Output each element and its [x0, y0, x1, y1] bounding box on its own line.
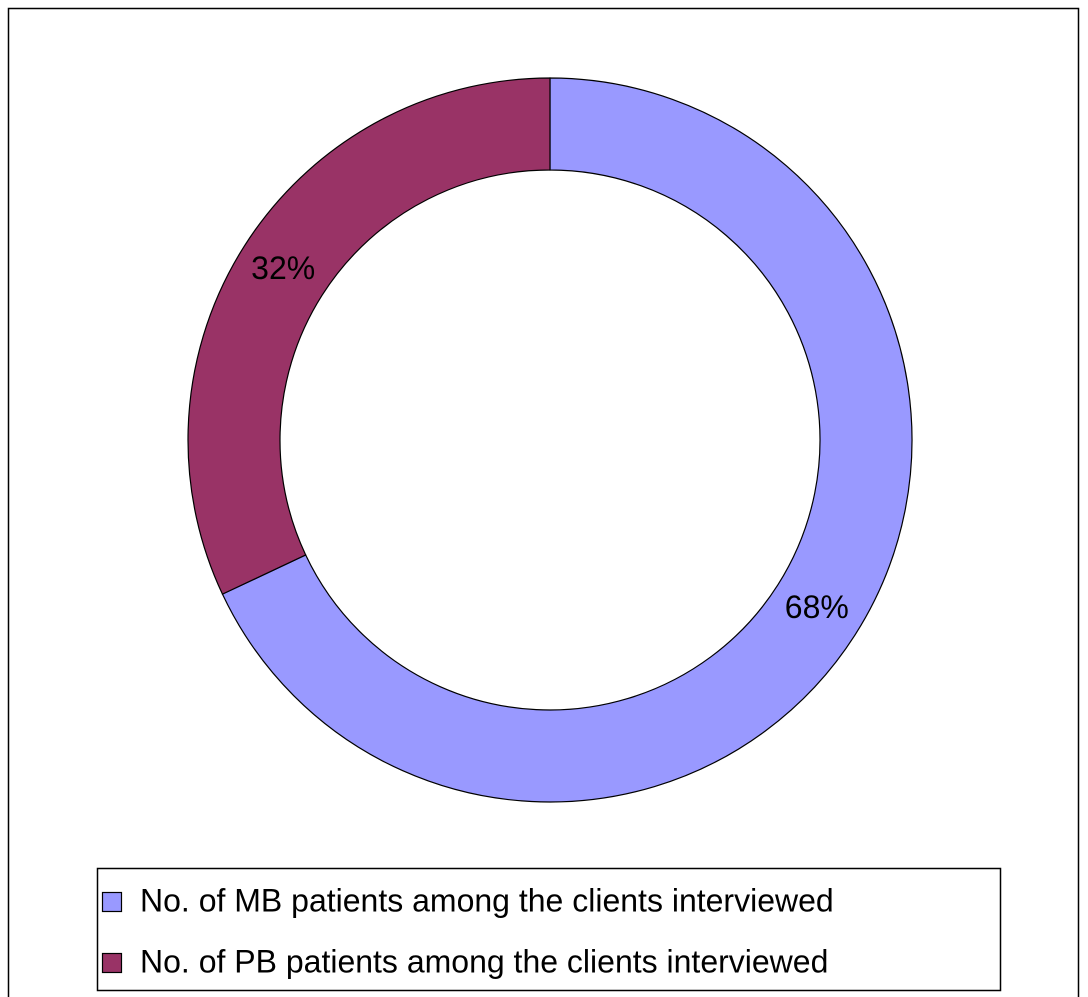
data-label: 68%	[785, 589, 849, 625]
legend-label: No. of MB patients among the clients int…	[140, 882, 834, 918]
legend-box	[96, 867, 1002, 992]
legend-swatch	[101, 952, 123, 974]
legend-swatch	[101, 891, 123, 913]
donut-slice	[187, 77, 551, 595]
data-label: 32%	[251, 250, 315, 286]
legend-label: No. of PB patients among the clients int…	[140, 943, 828, 979]
donut-slice	[221, 77, 913, 803]
